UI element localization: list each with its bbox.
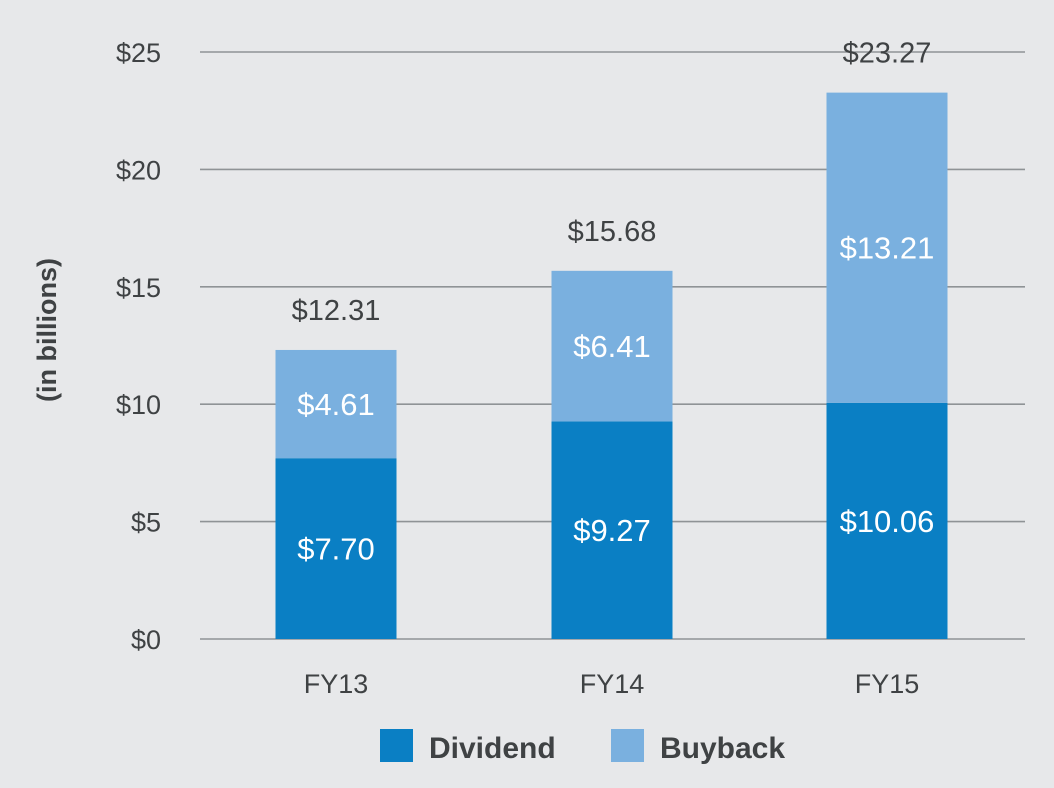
- y-tick-label: $20: [116, 155, 161, 185]
- bar-dividend-fy13: [275, 458, 397, 639]
- x-axis-ticks: FY13 FY14 FY15: [304, 669, 920, 699]
- legend-label-dividend: Dividend: [429, 732, 556, 765]
- y-tick-label: $15: [116, 273, 161, 303]
- bars: [275, 92, 948, 639]
- y-tick-label: $5: [131, 508, 161, 538]
- y-tick-label: $0: [131, 625, 161, 655]
- legend-swatch-buyback: [611, 729, 644, 762]
- y-tick-label: $25: [116, 38, 161, 68]
- x-tick-label: FY14: [580, 669, 645, 699]
- total-value-label: $12.31: [292, 295, 381, 327]
- segment-value-label: $13.21: [840, 231, 935, 266]
- bar-dividend-fy14: [551, 421, 673, 639]
- segment-value-label: $6.41: [573, 329, 651, 364]
- y-axis-ticks: $0 $5 $10 $15 $20 $25: [116, 38, 161, 655]
- legend-label-buyback: Buyback: [660, 732, 785, 765]
- bar-dividend-fy15: [826, 402, 948, 639]
- y-axis-title: (in billions): [32, 258, 62, 402]
- total-value-label: $23.27: [843, 38, 932, 70]
- segment-value-label: $4.61: [297, 387, 375, 422]
- legend-swatch-dividend: [380, 729, 413, 762]
- segment-value-label: $9.27: [573, 513, 651, 548]
- x-tick-label: FY13: [304, 669, 369, 699]
- y-tick-label: $10: [116, 390, 161, 420]
- segment-value-label: $7.70: [297, 532, 375, 567]
- total-value-label: $15.68: [568, 216, 657, 248]
- segment-value-label: $10.06: [840, 504, 935, 539]
- bar-buyback-fy13: [275, 349, 397, 459]
- data-labels: $7.70 $4.61 $12.31 $9.27 $6.41 $15.68 $10.06 $1…: [292, 38, 935, 567]
- bar-buyback-fy14: [551, 270, 673, 422]
- x-tick-label: FY15: [855, 669, 920, 699]
- bar-buyback-fy15: [826, 92, 948, 403]
- legend: Dividend Buyback: [380, 729, 785, 765]
